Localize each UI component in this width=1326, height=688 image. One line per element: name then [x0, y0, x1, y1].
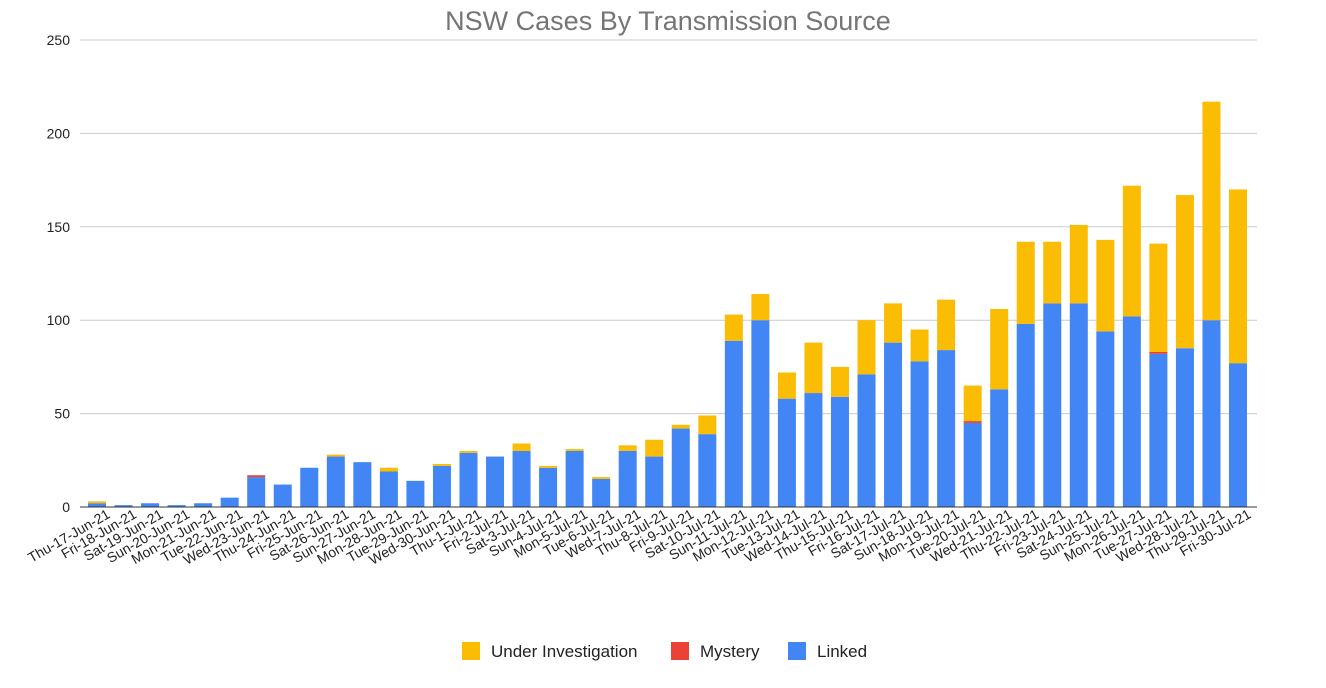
- bar-under-investigation: [830, 366, 849, 397]
- bar-linked: [406, 480, 425, 507]
- bar-under-investigation: [910, 329, 929, 362]
- bar-under-investigation: [884, 303, 903, 343]
- bar-linked: [724, 340, 743, 507]
- bar-under-investigation: [857, 320, 876, 375]
- bar-linked: [1016, 323, 1035, 507]
- bar-linked: [910, 361, 929, 507]
- bar-linked: [1043, 303, 1062, 507]
- bar-linked: [857, 374, 876, 507]
- bar-under-investigation: [804, 342, 823, 394]
- bar-under-investigation: [512, 443, 531, 451]
- bar-under-investigation: [459, 450, 478, 453]
- legend: Under Investigation Mystery Linked: [462, 642, 867, 661]
- bar-linked: [618, 450, 637, 507]
- bar-under-investigation: [432, 464, 451, 466]
- y-tick-label: 100: [47, 312, 71, 328]
- bar-linked: [751, 320, 770, 507]
- bar-under-investigation: [539, 465, 558, 468]
- bar-under-investigation: [1149, 243, 1168, 352]
- bar-mystery: [247, 475, 266, 478]
- bar-under-investigation: [1069, 224, 1088, 304]
- bar-under-investigation: [724, 314, 743, 341]
- bar-linked: [937, 350, 956, 507]
- bar-linked: [247, 477, 266, 507]
- bar-mystery: [963, 421, 982, 423]
- legend-label: Under Investigation: [491, 642, 637, 661]
- bar-linked: [326, 456, 345, 507]
- bar-under-investigation: [1229, 189, 1247, 364]
- bar-linked: [777, 398, 796, 507]
- y-tick-label: 0: [62, 499, 70, 515]
- bar-linked: [114, 505, 133, 507]
- y-tick-label: 50: [54, 406, 70, 422]
- bar-linked: [645, 456, 664, 507]
- bar-linked: [830, 396, 849, 507]
- bar-linked: [565, 450, 584, 507]
- legend-swatch: [462, 642, 480, 660]
- y-tick-label: 250: [47, 32, 71, 48]
- bar-under-investigation: [1175, 195, 1194, 349]
- bar-under-investigation: [565, 449, 584, 451]
- x-axis-labels: Thu-17-Jun-21Fri-18-Jun-21Sat-19-Jun-21S…: [25, 506, 1254, 568]
- bar-under-investigation: [777, 372, 796, 399]
- legend-label: Mystery: [700, 642, 760, 661]
- bar-linked: [539, 467, 558, 507]
- bar-linked: [963, 422, 982, 507]
- bar-linked: [141, 503, 160, 507]
- bar-linked: [353, 462, 372, 507]
- bar-linked: [300, 467, 319, 507]
- legend-swatch: [788, 642, 806, 660]
- bar-linked: [167, 505, 186, 507]
- bar-under-investigation: [751, 294, 770, 321]
- bar-linked: [698, 434, 717, 507]
- bar-under-investigation: [618, 445, 637, 451]
- bar-mystery: [1149, 351, 1168, 354]
- bar-linked: [432, 465, 451, 507]
- bar-under-investigation: [379, 467, 398, 472]
- bar-under-investigation: [1202, 101, 1221, 321]
- bar-linked: [1202, 320, 1221, 507]
- bar-linked: [512, 450, 531, 507]
- bar-linked: [1229, 363, 1247, 507]
- bar-linked: [379, 471, 398, 507]
- bar-under-investigation: [698, 415, 717, 435]
- bar-under-investigation: [671, 424, 690, 429]
- bar-linked: [1175, 348, 1194, 507]
- bar-linked: [1122, 316, 1141, 507]
- bar-under-investigation: [937, 299, 956, 351]
- bar-under-investigation: [1122, 185, 1141, 317]
- bar-under-investigation: [1016, 241, 1035, 324]
- bar-linked: [990, 389, 1009, 507]
- bar-linked: [194, 503, 213, 507]
- y-tick-label: 150: [47, 219, 71, 235]
- bar-under-investigation: [88, 501, 106, 504]
- legend-label: Linked: [817, 642, 867, 661]
- chart-title: NSW Cases By Transmission Source: [445, 6, 891, 36]
- bar-linked: [884, 342, 903, 507]
- bar-linked: [592, 478, 611, 507]
- bar-linked: [459, 452, 478, 507]
- bar-linked: [486, 456, 505, 507]
- bar-under-investigation: [592, 477, 611, 479]
- bar-under-investigation: [1096, 239, 1115, 332]
- bar-linked: [1069, 303, 1088, 507]
- y-axis-ticks: 0 50 100 150 200 250: [47, 32, 71, 515]
- bar-linked: [671, 428, 690, 507]
- bar-linked: [273, 484, 292, 507]
- bar-under-investigation: [990, 308, 1009, 390]
- bar-linked: [1096, 331, 1115, 507]
- bars: [88, 101, 1247, 507]
- bar-under-investigation: [326, 454, 345, 457]
- y-tick-label: 200: [47, 125, 71, 141]
- bar-linked: [1149, 353, 1168, 507]
- bar-under-investigation: [1043, 241, 1062, 304]
- bar-linked: [88, 503, 106, 507]
- bar-under-investigation: [963, 385, 982, 422]
- bar-under-investigation: [645, 439, 664, 457]
- bar-linked: [804, 393, 823, 507]
- legend-swatch: [671, 642, 689, 660]
- bar-linked: [220, 497, 239, 507]
